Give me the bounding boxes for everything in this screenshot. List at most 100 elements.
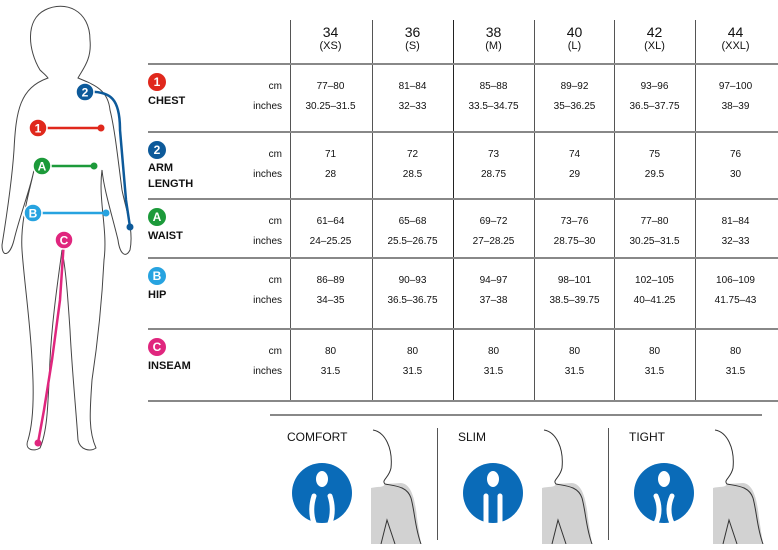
svg-text:C: C xyxy=(60,234,69,248)
unit-cm: cm xyxy=(268,216,282,227)
size-header: 42 (XL) xyxy=(644,24,665,52)
inches-value: 31.5 xyxy=(402,366,423,377)
size-header: 38 (M) xyxy=(485,24,502,52)
fit-divider xyxy=(437,428,438,540)
unit-cm: cm xyxy=(268,346,282,357)
cm-value: 90–93 xyxy=(398,275,427,286)
cm-value: 77–80 xyxy=(640,216,669,227)
inches-value: 40–41.25 xyxy=(633,295,676,306)
cm-value: 85–88 xyxy=(479,81,508,92)
cm-value: 97–100 xyxy=(718,81,753,92)
inches-value: 31.5 xyxy=(644,366,665,377)
inches-value: 28.75–30 xyxy=(553,236,596,247)
cm-value: 77–80 xyxy=(316,81,345,92)
inches-value: 31.5 xyxy=(483,366,504,377)
inches-value: 41.75–43 xyxy=(714,295,757,306)
cm-value: 65–68 xyxy=(398,216,427,227)
cm-value: 80 xyxy=(324,346,337,357)
inches-value: 28 xyxy=(324,169,337,180)
cm-value: 98–101 xyxy=(557,275,592,286)
comfort-fit-icon xyxy=(292,463,352,524)
cm-value: 80 xyxy=(568,346,581,357)
tight-fit-icon xyxy=(634,463,694,524)
cm-value: 93–96 xyxy=(640,81,669,92)
cm-value: 80 xyxy=(406,346,419,357)
column-divider xyxy=(453,20,454,402)
inches-value: 38–39 xyxy=(721,101,750,112)
row-divider xyxy=(148,400,778,402)
cm-value: 74 xyxy=(568,149,581,160)
inches-value: 29 xyxy=(568,169,581,180)
unit-inches: inches xyxy=(253,101,282,112)
cm-value: 80 xyxy=(729,346,742,357)
svg-text:1: 1 xyxy=(35,122,42,136)
measurement-badge: 1 xyxy=(148,73,166,91)
inches-value: 30.25–31.5 xyxy=(629,236,680,247)
shoulder-illustration xyxy=(371,429,422,544)
inches-value: 27–28.25 xyxy=(472,236,515,247)
inseam-line xyxy=(36,239,66,444)
inches-value: 32–33 xyxy=(398,101,427,112)
shoulder-illustration xyxy=(542,429,593,544)
cm-value: 69–72 xyxy=(479,216,508,227)
measurement-name: CHEST xyxy=(148,95,186,107)
svg-text:2: 2 xyxy=(82,86,89,100)
cm-value: 81–84 xyxy=(721,216,750,227)
unit-inches: inches xyxy=(253,366,282,377)
cm-value: 89–92 xyxy=(560,81,589,92)
unit-cm: cm xyxy=(268,275,282,286)
slim-fit-icon xyxy=(463,463,523,524)
measurement-name: ARM LENGTH xyxy=(148,162,194,190)
column-divider xyxy=(372,20,373,402)
column-divider xyxy=(534,20,535,402)
column-divider xyxy=(290,20,291,402)
cm-value: 81–84 xyxy=(398,81,427,92)
row-divider xyxy=(148,131,778,133)
cm-value: 94–97 xyxy=(479,275,508,286)
size-header: 44 (XXL) xyxy=(721,24,750,52)
inches-value: 30.25–31.5 xyxy=(305,101,356,112)
unit-inches: inches xyxy=(253,169,282,180)
inches-value: 38.5–39.75 xyxy=(549,295,600,306)
fit-label: COMFORT xyxy=(287,430,348,444)
inches-value: 37–38 xyxy=(479,295,508,306)
row-divider xyxy=(148,257,778,259)
fit-label: SLIM xyxy=(458,430,487,444)
measurement-row-chest: 1 CHEST cm inches 77–80 81–84 85–88 89–92 93–96 9… xyxy=(148,63,778,131)
fit-label: TIGHT xyxy=(629,430,665,444)
fit-section-divider xyxy=(270,414,762,416)
row-divider xyxy=(148,198,778,200)
column-divider xyxy=(695,20,696,402)
inches-value: 29.5 xyxy=(644,169,665,180)
cm-value: 71 xyxy=(324,149,337,160)
inches-value: 36.5–37.75 xyxy=(629,101,680,112)
size-header: 40 (L) xyxy=(566,24,583,52)
arm-length-line xyxy=(84,90,132,228)
cm-value: 102–105 xyxy=(635,275,674,286)
inches-value: 35–36.25 xyxy=(553,101,596,112)
cm-value: 75 xyxy=(648,149,661,160)
row-divider xyxy=(148,63,778,65)
inches-value: 28.75 xyxy=(480,169,507,180)
inches-value: 33.5–34.75 xyxy=(468,101,519,112)
measurement-row-waist: A WAIST cm inches 61–64 65–68 69–72 73–76 77–80 8… xyxy=(148,198,778,257)
inches-value: 34–35 xyxy=(316,295,345,306)
cm-value: 76 xyxy=(729,149,742,160)
cm-value: 86–89 xyxy=(316,275,345,286)
inches-value: 31.5 xyxy=(564,366,585,377)
measurement-row-inseam: C INSEAM cm inches 80 80 80 80 80 80 31.5 31.5 31.5 3… xyxy=(148,328,778,400)
unit-cm: cm xyxy=(268,149,282,160)
cm-value: 73–76 xyxy=(560,216,589,227)
cm-value: 61–64 xyxy=(316,216,345,227)
measurement-badge: 2 xyxy=(148,141,166,159)
measurement-name: WAIST xyxy=(148,230,183,242)
body-measurement-figure: 2 1 A B C xyxy=(1,5,134,451)
unit-inches: inches xyxy=(253,295,282,306)
cm-value: 80 xyxy=(487,346,500,357)
fit-divider xyxy=(608,428,609,540)
inches-value: 24–25.25 xyxy=(309,236,352,247)
inches-value: 28.5 xyxy=(402,169,423,180)
measurement-row-hip: B HIP cm inches 86–89 90–93 94–97 98–101 102–105… xyxy=(148,257,778,328)
column-divider xyxy=(614,20,615,402)
svg-text:B: B xyxy=(29,207,38,221)
